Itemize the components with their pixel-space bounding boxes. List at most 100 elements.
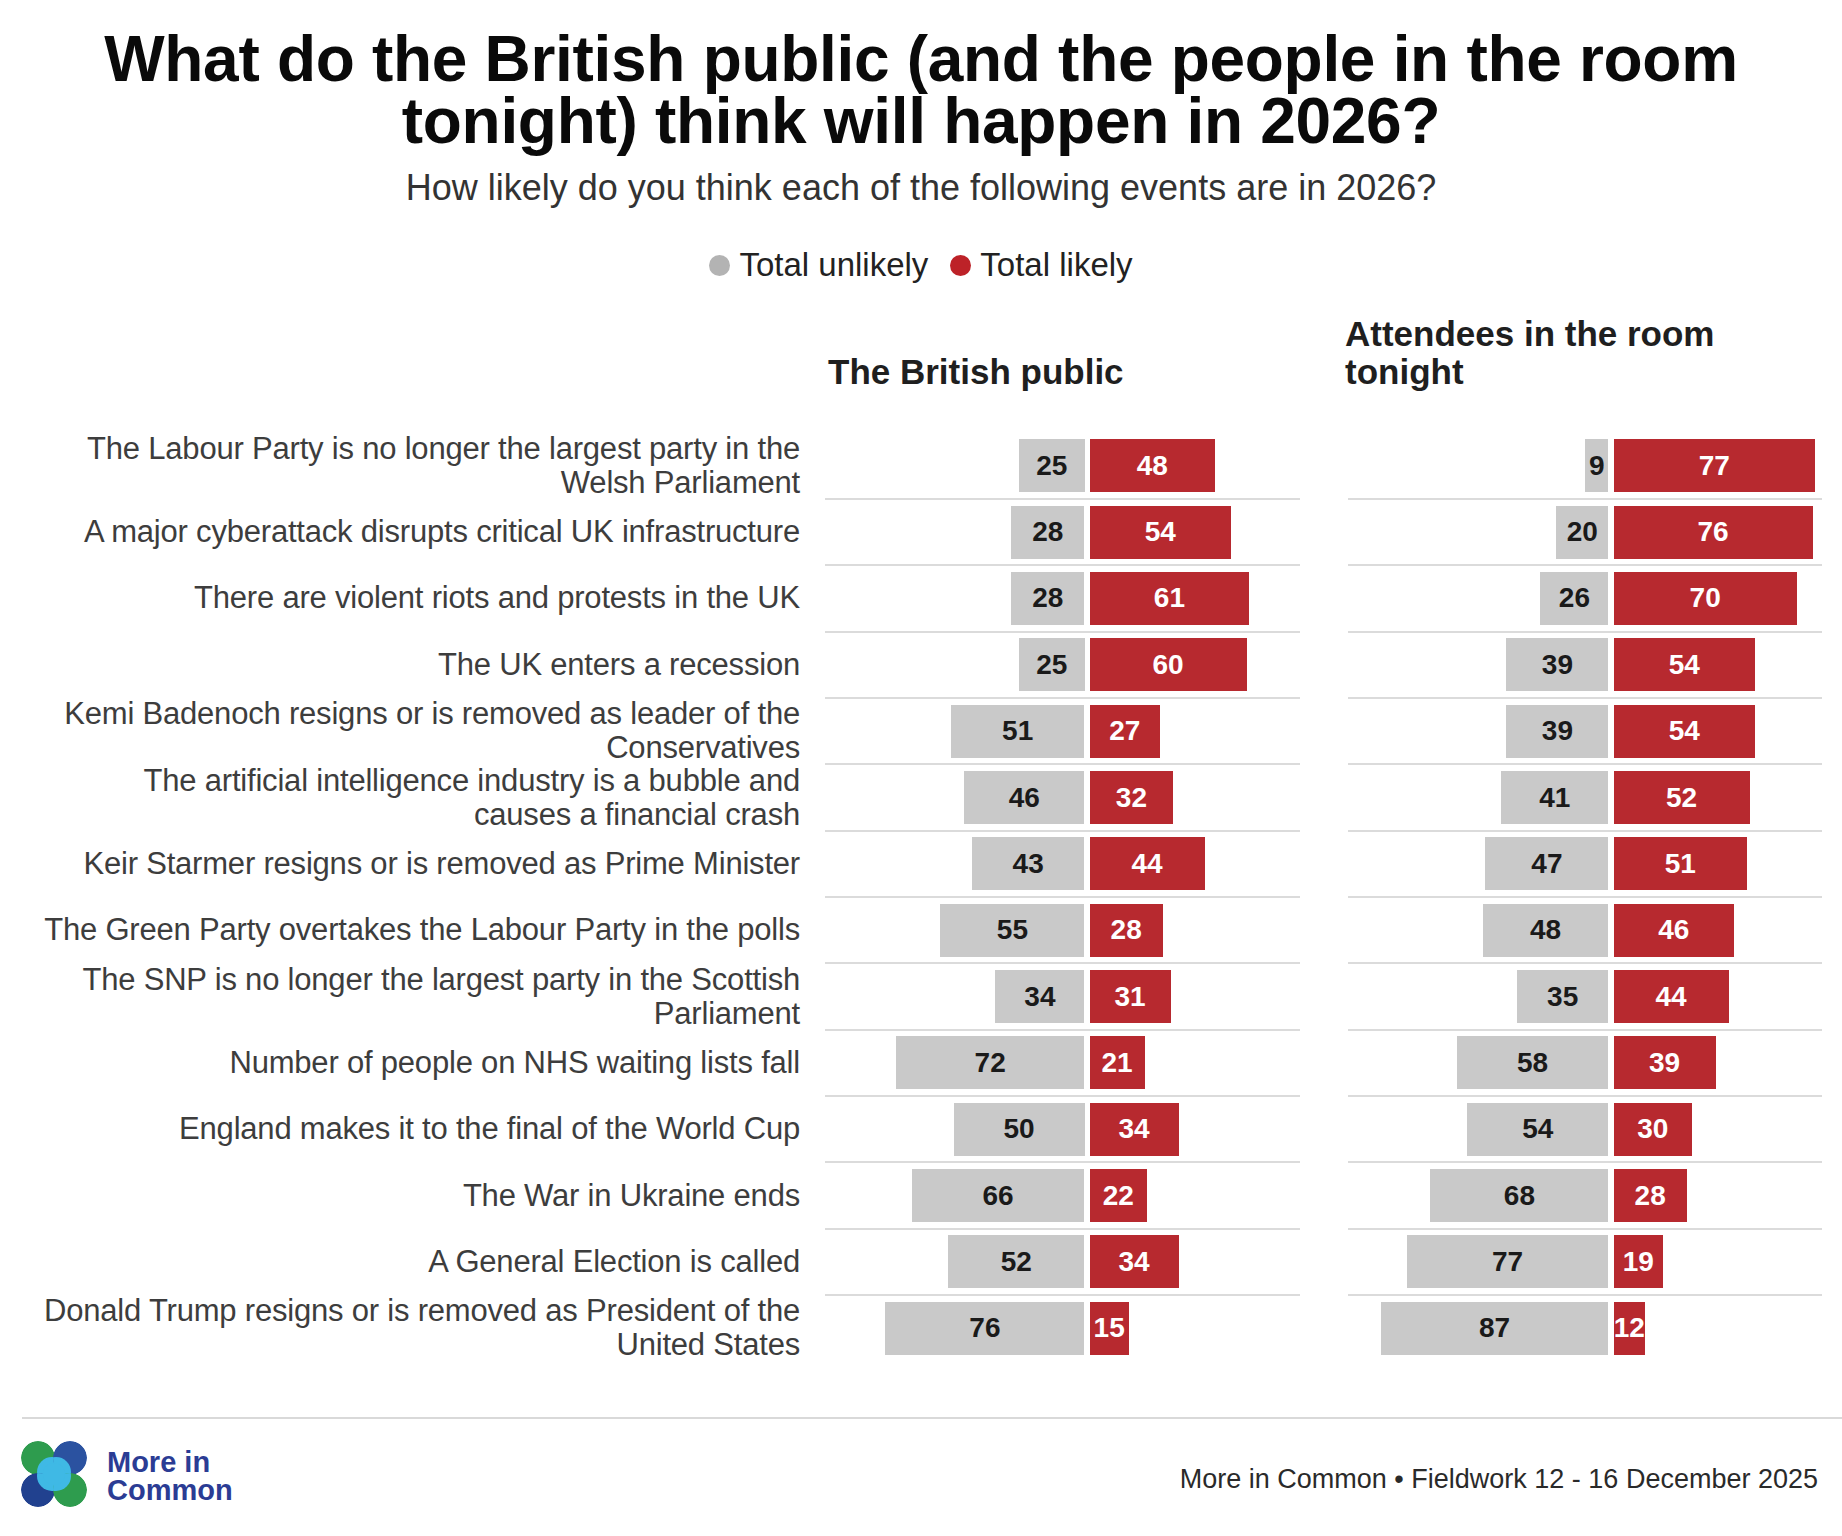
bar-public-unlikely: 25 xyxy=(1019,638,1085,691)
bar-attendees-likely: 46 xyxy=(1614,904,1735,957)
bar-value: 60 xyxy=(1153,649,1184,681)
bar-public-likely: 21 xyxy=(1090,1036,1145,1089)
bar-attendees-likely: 30 xyxy=(1614,1103,1693,1156)
chart-row: The SNP is no longer the largest party i… xyxy=(0,963,1842,1029)
bar-attendees-likely: 44 xyxy=(1614,970,1729,1023)
bar-value: 30 xyxy=(1637,1113,1668,1145)
bar-attendees-unlikely: 39 xyxy=(1506,638,1608,691)
bar-value: 46 xyxy=(1658,914,1689,946)
bar-attendees-unlikely: 54 xyxy=(1467,1103,1608,1156)
bar-public-unlikely: 25 xyxy=(1019,439,1085,492)
bar-public-likely: 54 xyxy=(1090,506,1231,559)
bar-value: 28 xyxy=(1635,1180,1666,1212)
bar-public-likely: 48 xyxy=(1090,439,1216,492)
row-label: A major cyberattack disrupts critical UK… xyxy=(28,499,800,565)
bar-value: 34 xyxy=(1118,1113,1149,1145)
bar-attendees-likely: 39 xyxy=(1614,1036,1716,1089)
bar-value: 27 xyxy=(1109,715,1140,747)
infographic: What do the British public (and the peop… xyxy=(0,0,1842,1536)
bar-value: 25 xyxy=(1036,649,1067,681)
row-label: There are violent riots and protests in … xyxy=(28,565,800,631)
bar-value: 9 xyxy=(1589,450,1605,482)
row-label: A General Election is called xyxy=(28,1229,800,1295)
bar-public-likely: 60 xyxy=(1090,638,1247,691)
bar-value: 20 xyxy=(1567,516,1598,548)
bar-value: 15 xyxy=(1094,1312,1125,1344)
bar-value: 76 xyxy=(969,1312,1000,1344)
row-label: The UK enters a recession xyxy=(28,632,800,698)
bar-public-unlikely: 55 xyxy=(940,904,1084,957)
bar-value: 43 xyxy=(1013,848,1044,880)
bar-value: 26 xyxy=(1559,582,1590,614)
bar-value: 52 xyxy=(1001,1246,1032,1278)
bar-public-unlikely: 28 xyxy=(1011,506,1084,559)
bar-value: 70 xyxy=(1690,582,1721,614)
bar-value: 54 xyxy=(1145,516,1176,548)
bar-attendees-unlikely: 20 xyxy=(1556,506,1608,559)
bar-attendees-likely: 70 xyxy=(1614,572,1797,625)
bar-attendees-unlikely: 77 xyxy=(1407,1235,1609,1288)
chart-row: The Labour Party is no longer the larges… xyxy=(0,433,1842,499)
bar-value: 19 xyxy=(1623,1246,1654,1278)
bar-attendees-unlikely: 39 xyxy=(1506,705,1608,758)
bar-attendees-likely: 51 xyxy=(1614,837,1748,890)
bar-public-unlikely: 28 xyxy=(1011,572,1084,625)
row-label: The War in Ukraine ends xyxy=(28,1162,800,1228)
bar-value: 44 xyxy=(1656,981,1687,1013)
bar-value: 39 xyxy=(1649,1047,1680,1079)
bar-value: 28 xyxy=(1032,582,1063,614)
bar-public-unlikely: 46 xyxy=(964,771,1085,824)
bar-public-unlikely: 52 xyxy=(948,1235,1084,1288)
row-label: Donald Trump resigns or is removed as Pr… xyxy=(28,1295,800,1361)
bar-value: 54 xyxy=(1669,649,1700,681)
bar-public-likely: 27 xyxy=(1090,705,1161,758)
bar-attendees-unlikely: 41 xyxy=(1501,771,1608,824)
bar-attendees-unlikely: 68 xyxy=(1430,1169,1608,1222)
chart-row: The Green Party overtakes the Labour Par… xyxy=(0,897,1842,963)
bar-value: 61 xyxy=(1154,582,1185,614)
chart-row: Number of people on NHS waiting lists fa… xyxy=(0,1030,1842,1096)
bar-value: 55 xyxy=(997,914,1028,946)
bar-value: 77 xyxy=(1699,450,1730,482)
chart-rows: The Labour Party is no longer the larges… xyxy=(0,0,1842,1536)
row-label: The Green Party overtakes the Labour Par… xyxy=(28,897,800,963)
bar-public-unlikely: 51 xyxy=(951,705,1085,758)
bar-value: 68 xyxy=(1504,1180,1535,1212)
footer-divider xyxy=(22,1417,1842,1419)
bar-value: 47 xyxy=(1531,848,1562,880)
bar-value: 28 xyxy=(1032,516,1063,548)
bar-attendees-unlikely: 58 xyxy=(1457,1036,1609,1089)
bar-public-likely: 44 xyxy=(1090,837,1205,890)
bar-attendees-unlikely: 87 xyxy=(1381,1302,1609,1355)
bar-value: 22 xyxy=(1103,1180,1134,1212)
row-label: The Labour Party is no longer the larges… xyxy=(28,433,800,499)
bar-value: 51 xyxy=(1665,848,1696,880)
bar-public-likely: 28 xyxy=(1090,904,1163,957)
bar-attendees-likely: 28 xyxy=(1614,1169,1687,1222)
bar-public-likely: 32 xyxy=(1090,771,1174,824)
bar-value: 31 xyxy=(1115,981,1146,1013)
chart-row: A General Election is called 52 34 77 19 xyxy=(0,1229,1842,1295)
row-label: Number of people on NHS waiting lists fa… xyxy=(28,1030,800,1096)
source-note: More in Common • Fieldwork 12 - 16 Decem… xyxy=(1180,1464,1818,1495)
bar-attendees-likely: 52 xyxy=(1614,771,1750,824)
row-label: The artificial intelligence industry is … xyxy=(28,764,800,830)
bar-value: 41 xyxy=(1539,782,1570,814)
bar-value: 50 xyxy=(1003,1113,1034,1145)
bar-value: 21 xyxy=(1101,1047,1132,1079)
bar-value: 58 xyxy=(1517,1047,1548,1079)
bar-value: 51 xyxy=(1002,715,1033,747)
bar-value: 39 xyxy=(1542,649,1573,681)
bar-value: 52 xyxy=(1666,782,1697,814)
bar-value: 34 xyxy=(1118,1246,1149,1278)
bar-value: 87 xyxy=(1479,1312,1510,1344)
bar-attendees-unlikely: 48 xyxy=(1483,904,1609,957)
bar-value: 12 xyxy=(1614,1312,1645,1344)
bar-public-likely: 61 xyxy=(1090,572,1250,625)
bar-public-unlikely: 66 xyxy=(912,1169,1085,1222)
bar-public-unlikely: 43 xyxy=(972,837,1085,890)
bar-attendees-unlikely: 35 xyxy=(1517,970,1609,1023)
bar-attendees-likely: 19 xyxy=(1614,1235,1664,1288)
bar-value: 54 xyxy=(1522,1113,1553,1145)
more-in-common-logo xyxy=(21,1441,87,1507)
